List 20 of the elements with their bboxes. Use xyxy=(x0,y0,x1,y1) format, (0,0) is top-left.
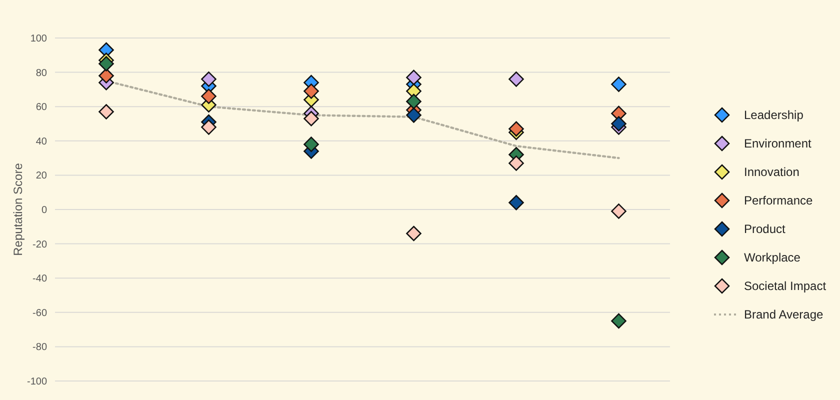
y-axis-title: Reputation Score xyxy=(11,162,25,256)
y-tick-label: -100 xyxy=(26,376,48,388)
legend-label: Workplace xyxy=(744,250,801,265)
y-tick-label: 0 xyxy=(41,205,48,216)
legend-label: Product xyxy=(744,222,786,236)
legend-label: Societal Impact xyxy=(744,279,827,294)
y-tick-label: 20 xyxy=(36,170,48,182)
y-tick-label: -80 xyxy=(32,342,48,354)
y-tick-label: 100 xyxy=(30,34,48,44)
y-tick-label: -40 xyxy=(32,274,48,285)
legend-label: Performance xyxy=(744,194,814,208)
legend-label: Brand Average xyxy=(744,308,824,322)
legend-label: Environment xyxy=(744,136,812,151)
y-tick-label: 60 xyxy=(36,102,48,114)
legend-label: Innovation xyxy=(744,165,800,180)
y-tick-label: -20 xyxy=(32,239,48,250)
y-tick-label: -60 xyxy=(32,308,48,319)
y-tick-label: 40 xyxy=(36,136,48,148)
y-tick-label: 80 xyxy=(36,68,48,79)
legend-label: Leadership xyxy=(744,108,804,122)
